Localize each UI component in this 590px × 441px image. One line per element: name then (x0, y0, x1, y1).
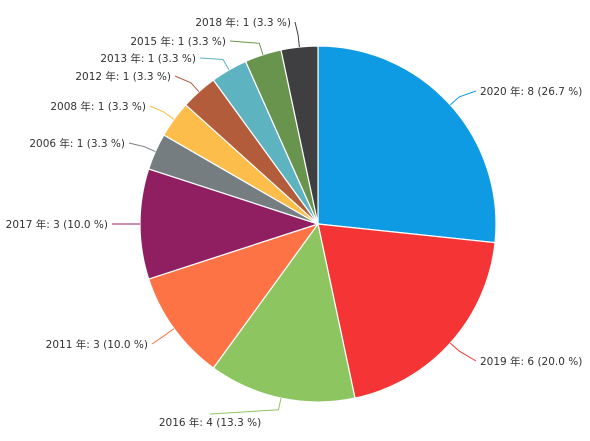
pie-slice-2017[interactable] (139, 168, 320, 280)
slice-label-2008: 2008 年: 1 (3.3 %) (50, 100, 146, 113)
leader-line-2008 (149, 105, 175, 120)
pie-slice-2020[interactable] (317, 45, 497, 244)
slice-label-2006: 2006 年: 1 (3.3 %) (29, 137, 125, 150)
leader-line-2006 (128, 142, 156, 153)
labels-layer: 2020 年: 8 (26.7 %) 2019 年: 6 (20.0 %) 2016… (6, 16, 583, 429)
leader-line-2015 (229, 40, 264, 55)
leader-line-2012 (174, 75, 200, 93)
slices-layer (139, 45, 497, 403)
leader-line-2011 (151, 328, 175, 345)
leader-line-2013 (199, 57, 230, 71)
slice-label-2019: 2019 年: 6 (20.0 %) (480, 355, 582, 368)
slice-label-2016: 2016 年: 4 (13.3 %) (159, 416, 261, 429)
leader-line-2019 (449, 342, 477, 362)
pie-slice-2019[interactable] (317, 223, 496, 399)
leader-line-2016 (209, 397, 282, 415)
leader-line-2020 (449, 90, 477, 106)
leader-line-2018 (294, 21, 300, 48)
slice-label-2011: 2011 年: 3 (10.0 %) (46, 338, 148, 351)
slice-label-2012: 2012 年: 1 (3.3 %) (75, 70, 171, 83)
slice-label-2017: 2017 年: 3 (10.0 %) (6, 218, 108, 231)
pie-slice-2011[interactable] (147, 222, 320, 369)
slice-label-2020: 2020 年: 8 (26.7 %) (480, 85, 582, 98)
slice-label-2018: 2018 年: 1 (3.3 %) (195, 16, 291, 29)
slice-label-2015: 2015 年: 1 (3.3 %) (130, 35, 226, 48)
slice-label-2013: 2013 年: 1 (3.3 %) (100, 52, 196, 65)
